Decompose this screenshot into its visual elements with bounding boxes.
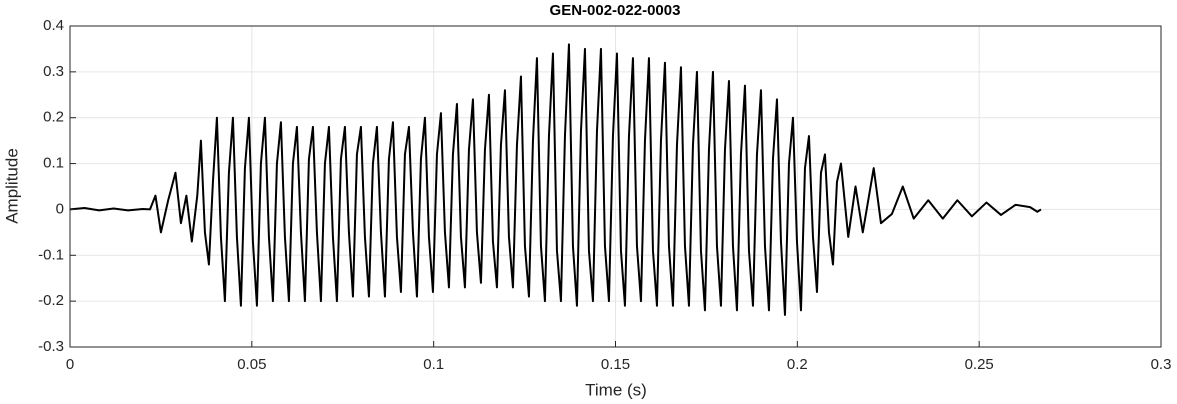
- y-tick-label: 0.2: [43, 109, 64, 126]
- y-tick-label: 0: [56, 200, 64, 217]
- x-tick-label: 0.15: [601, 356, 630, 373]
- x-tick-label: 0.05: [237, 356, 266, 373]
- x-axis-label: Time (s): [585, 380, 647, 399]
- y-tick-label: 0.3: [43, 63, 64, 80]
- y-tick-label: -0.1: [38, 246, 64, 263]
- y-axis-label: Amplitude: [2, 148, 21, 224]
- y-tick-label: -0.3: [38, 338, 64, 355]
- y-tick-label: 0.4: [43, 17, 64, 34]
- x-tick-label: 0: [66, 356, 74, 373]
- x-tick-label: 0.25: [965, 356, 994, 373]
- x-tick-label: 0.1: [423, 356, 444, 373]
- waveform-line: [69, 43, 1042, 316]
- x-tick-label: 0.3: [1151, 356, 1172, 373]
- plot: [69, 43, 1042, 316]
- y-tick-label: -0.2: [38, 292, 64, 309]
- y-tick-label: 0.1: [43, 155, 64, 172]
- x-tick-label: 0.2: [787, 356, 808, 373]
- chart-title: GEN-002-022-0003: [550, 2, 681, 19]
